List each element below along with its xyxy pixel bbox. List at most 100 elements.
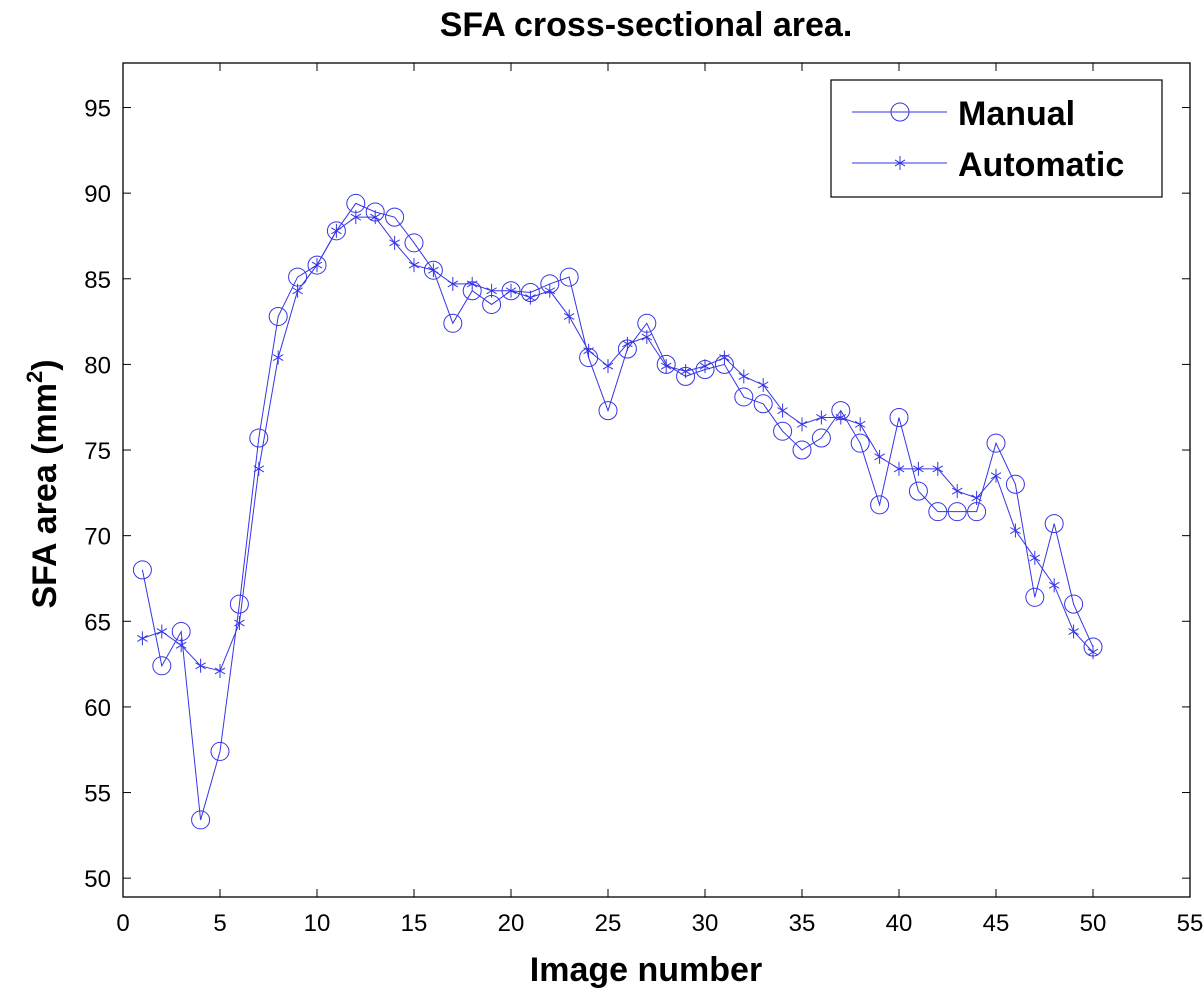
data-point-automatic	[583, 343, 594, 358]
data-point-automatic	[1010, 523, 1021, 538]
data-point-automatic	[466, 276, 478, 291]
y-tick-label: 80	[84, 352, 111, 379]
x-axis-label: Image number	[530, 951, 762, 989]
data-point-manual	[268, 306, 288, 326]
data-point-automatic	[234, 615, 245, 630]
y-tick-label: 70	[84, 524, 111, 551]
x-tick-label: 40	[886, 910, 913, 937]
data-point-automatic	[893, 461, 905, 476]
data-point-manual	[1025, 587, 1045, 607]
data-point-manual	[229, 594, 249, 614]
data-point-automatic	[253, 461, 265, 476]
data-point-automatic	[1048, 578, 1060, 593]
data-point-automatic	[932, 461, 944, 476]
legend-star-shape	[894, 156, 906, 170]
x-tick-label: 50	[1080, 910, 1107, 937]
data-point-automatic	[175, 638, 187, 653]
axis-ticks: 0 5 10 15 20 25 30 35 40 45 50 55 50 55 60 65 70 75 80 85 90…	[84, 63, 1203, 937]
y-tick-label: 90	[84, 181, 111, 208]
data-point-automatic	[544, 283, 556, 298]
data-point-automatic	[719, 350, 730, 365]
data-point-automatic	[874, 449, 885, 464]
x-tick-label: 10	[304, 910, 331, 937]
data-point-automatic	[796, 417, 808, 432]
data-point-automatic	[1029, 550, 1041, 565]
y-tick-label: 55	[84, 781, 111, 808]
x-tick-label: 35	[789, 910, 816, 937]
data-point-automatic	[369, 210, 381, 225]
data-point-automatic	[699, 359, 711, 374]
y-axis-label: SFA area (mm2)	[22, 359, 64, 608]
series-automatic	[137, 210, 1099, 678]
x-tick-label: 55	[1177, 910, 1204, 937]
data-point-automatic	[641, 330, 653, 345]
data-point-manual	[734, 387, 754, 407]
data-point-automatic	[777, 403, 788, 418]
data-point-manual	[773, 421, 793, 441]
data-point-automatic	[428, 263, 439, 278]
legend-marker-manual	[890, 102, 910, 122]
data-point-manual	[986, 433, 1006, 453]
series-line-manual	[141, 202, 1094, 821]
x-tick-label: 20	[498, 910, 525, 937]
data-point-manual	[559, 267, 579, 287]
data-point-automatic	[272, 350, 284, 365]
data-point-manual	[1064, 594, 1084, 614]
data-point-manual	[908, 481, 928, 501]
data-point-automatic	[195, 658, 206, 673]
series-layer	[132, 193, 1103, 830]
data-point-automatic	[563, 309, 575, 324]
data-point-manual	[792, 440, 812, 460]
y-axis-label-main: SFA area (mm	[26, 383, 64, 609]
data-point-automatic	[311, 258, 323, 273]
data-point-manual	[598, 401, 618, 421]
data-point-manual	[249, 428, 269, 448]
y-tick-label: 65	[84, 609, 111, 636]
data-point-manual	[443, 313, 463, 333]
data-point-manual	[404, 233, 424, 253]
data-point-automatic	[757, 377, 769, 392]
chart-title: SFA cross-sectional area.	[440, 6, 853, 44]
x-tick-label: 25	[595, 910, 622, 937]
data-point-automatic	[389, 235, 400, 250]
data-point-manual	[947, 502, 967, 522]
x-tick-label: 45	[983, 910, 1010, 937]
plot-area	[122, 62, 1191, 898]
data-point-manual	[326, 221, 346, 241]
data-point-automatic	[137, 631, 148, 646]
data-point-automatic	[408, 258, 420, 273]
data-point-automatic	[350, 210, 362, 225]
y-axis-label-sup: 2	[22, 371, 47, 383]
data-point-manual	[1044, 514, 1064, 534]
data-point-automatic	[951, 484, 963, 499]
data-point-manual	[753, 394, 773, 414]
legend-marker-automatic	[894, 156, 906, 170]
data-point-manual	[656, 354, 676, 374]
data-point-manual	[210, 741, 230, 761]
series-line-automatic	[142, 216, 1094, 672]
data-point-automatic	[486, 283, 497, 298]
data-point-manual	[423, 260, 443, 280]
data-point-automatic	[1087, 645, 1099, 660]
data-point-manual	[889, 407, 909, 427]
y-tick-label: 50	[84, 866, 111, 893]
data-point-automatic	[971, 490, 982, 505]
data-point-automatic	[156, 624, 168, 639]
data-point-manual	[1005, 474, 1025, 494]
data-point-manual	[152, 656, 172, 676]
data-point-automatic	[214, 663, 226, 678]
data-point-automatic	[331, 223, 342, 238]
data-point-automatic	[447, 276, 459, 291]
x-tick-label: 0	[116, 910, 129, 937]
data-point-automatic	[622, 336, 633, 351]
data-point-automatic	[835, 410, 847, 425]
y-tick-label: 75	[84, 438, 111, 465]
y-tick-label: 85	[84, 267, 111, 294]
legend-label-automatic: Automatic	[958, 146, 1124, 184]
data-point-manual	[132, 560, 152, 580]
data-point-automatic	[990, 468, 1002, 483]
data-point-automatic	[292, 283, 303, 298]
data-point-automatic	[525, 290, 536, 305]
data-point-manual	[811, 428, 831, 448]
